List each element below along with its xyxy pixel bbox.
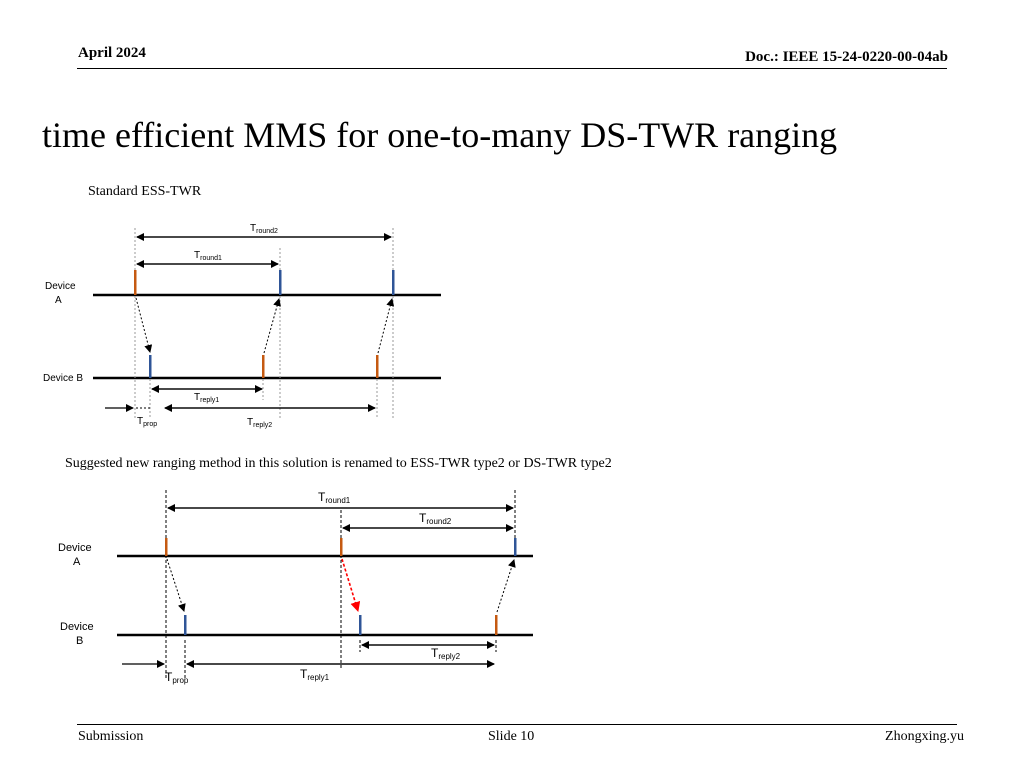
- d2-device-b-label-2: B: [76, 635, 83, 647]
- d2-t-round2-label: Tround2: [419, 511, 452, 526]
- d1-t-reply2-label: Treply2: [247, 417, 272, 429]
- d1-device-a-label-1: Device: [45, 281, 76, 292]
- device-b-receive-marker: [184, 615, 187, 635]
- footer-submission: Submission: [78, 729, 144, 744]
- footer-divider: [77, 724, 957, 725]
- device-a-response-marker: [279, 270, 282, 295]
- diagram2: Device A Device B Tround1 Tround2 Treply…: [58, 490, 533, 685]
- device-a-poll-marker: [134, 270, 137, 295]
- device-b-reply2-marker: [376, 355, 379, 378]
- slide-title: time efficient MMS for one-to-many DS-TW…: [42, 115, 838, 155]
- d1-device-b-label: Device B: [43, 373, 83, 384]
- message-arrow-a-to-b: [166, 558, 186, 612]
- device-b-reply1-marker: [262, 355, 265, 378]
- d1-t-round1-label: Tround1: [194, 250, 222, 262]
- d2-t-reply1-label: Treply1: [300, 667, 330, 682]
- d1-t-round2-label: Tround2: [250, 223, 278, 235]
- device-a-final-marker: [514, 538, 517, 556]
- message-arrow-b-to-a-1: [263, 298, 281, 354]
- header-date: April 2024: [78, 45, 146, 61]
- diagram1: Device A Device B Tround2 Tround1 Treply…: [43, 223, 441, 429]
- footer-slide-number: Slide 10: [488, 729, 535, 744]
- message-arrow-a-to-b: [135, 297, 153, 353]
- device-b-receive-marker: [149, 355, 152, 378]
- device-b-reply-marker: [495, 615, 498, 635]
- message-arrow-b-to-a-2: [377, 298, 395, 354]
- device-a-poll-marker: [165, 538, 168, 556]
- message-arrow-a-to-b-red: [341, 558, 361, 612]
- d2-device-b-label-1: Device: [60, 621, 94, 633]
- d2-t-reply2-label: Treply2: [431, 646, 461, 661]
- header-doc-id: Doc.: IEEE 15-24-0220-00-04ab: [745, 49, 948, 65]
- d2-t-prop-label: Tprop: [165, 670, 189, 685]
- message-arrow-b-to-a: [496, 559, 516, 613]
- d1-device-a-label-2: A: [55, 295, 62, 306]
- diagram1-caption: Standard ESS-TWR: [88, 184, 202, 199]
- d2-t-round1-label: Tround1: [318, 490, 351, 505]
- footer-author: Zhongxing.yu: [885, 729, 964, 744]
- d2-device-a-label-2: A: [73, 556, 81, 568]
- device-a-second-marker: [340, 538, 343, 556]
- d2-device-a-label-1: Device: [58, 542, 92, 554]
- d1-t-reply1-label: Treply1: [194, 392, 219, 404]
- header-divider: [77, 68, 947, 69]
- device-a-final-marker: [392, 270, 395, 295]
- d1-t-prop-label: Tprop: [137, 416, 157, 428]
- diagram2-caption: Suggested new ranging method in this sol…: [65, 456, 612, 471]
- device-b-receive2-marker: [359, 615, 362, 635]
- guide-lines: [165, 490, 516, 678]
